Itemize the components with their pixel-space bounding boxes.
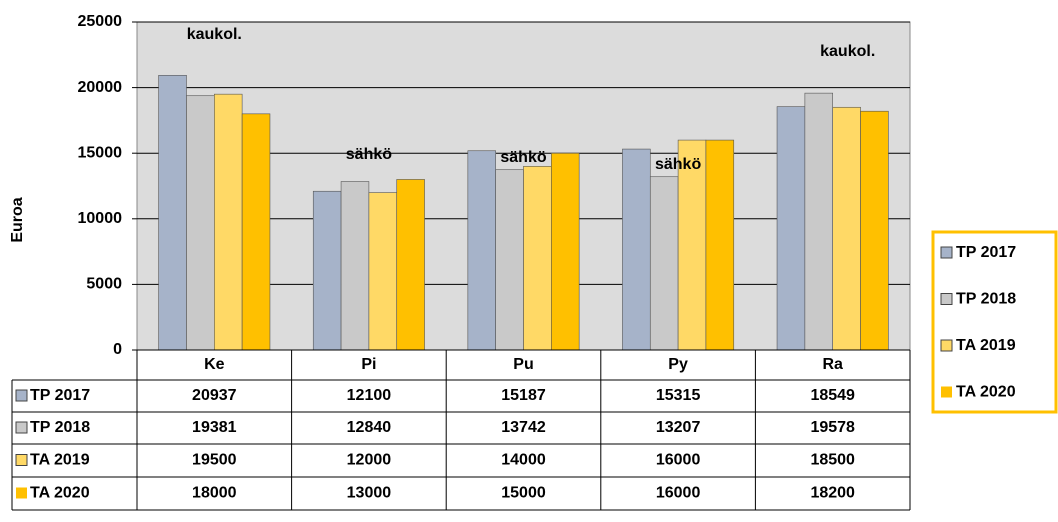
y-tick-label: 5000 bbox=[86, 276, 122, 293]
bar bbox=[241, 113, 271, 351]
row-header: TA 2019 bbox=[30, 452, 90, 469]
bar bbox=[832, 106, 861, 351]
y-tick-label: 15000 bbox=[78, 144, 123, 161]
annotation: sähkö bbox=[346, 146, 392, 163]
bar bbox=[860, 110, 889, 351]
legend-label: TA 2019 bbox=[956, 337, 1016, 354]
table-cell: 16000 bbox=[656, 485, 701, 502]
table-cell: 15315 bbox=[656, 387, 701, 404]
row-swatch bbox=[15, 389, 28, 402]
table-cell: 13000 bbox=[347, 485, 392, 502]
y-tick-label: 20000 bbox=[78, 79, 123, 96]
bar bbox=[551, 152, 580, 351]
table-cell: 12000 bbox=[347, 452, 392, 469]
bar bbox=[804, 92, 834, 351]
legend-box bbox=[931, 230, 1058, 414]
row-swatch bbox=[15, 421, 28, 434]
legend-swatch bbox=[940, 339, 953, 352]
bar bbox=[396, 179, 425, 351]
table-cell: 19500 bbox=[192, 452, 237, 469]
table-cell: 19381 bbox=[192, 419, 237, 436]
bar bbox=[467, 150, 496, 351]
legend-swatch bbox=[941, 386, 952, 398]
annotation: sähkö bbox=[500, 149, 546, 166]
legend-label: TP 2017 bbox=[956, 244, 1016, 261]
category-label: Ke bbox=[204, 356, 225, 373]
bar bbox=[705, 139, 735, 351]
bar bbox=[312, 190, 342, 351]
row-swatch bbox=[15, 454, 28, 466]
table-cell: 14000 bbox=[501, 452, 546, 469]
table-cell: 15187 bbox=[501, 387, 546, 404]
table-cell: 16000 bbox=[656, 452, 701, 469]
table-cell: 13207 bbox=[656, 419, 701, 436]
bar bbox=[340, 181, 370, 351]
bar bbox=[368, 192, 398, 351]
annotation: kaukol. bbox=[820, 43, 875, 60]
bar bbox=[495, 169, 524, 351]
y-tick-label: 25000 bbox=[78, 13, 123, 30]
table-cell: 19578 bbox=[810, 419, 855, 436]
table-cell: 13742 bbox=[501, 419, 546, 436]
bar bbox=[186, 95, 215, 351]
table-cell: 18000 bbox=[192, 485, 237, 502]
category-label: Pi bbox=[361, 356, 376, 373]
table-cell: 18200 bbox=[810, 485, 855, 502]
annotation: sähkö bbox=[655, 156, 701, 173]
category-label: Py bbox=[668, 356, 688, 373]
category-label: Ra bbox=[822, 356, 843, 373]
bar bbox=[776, 106, 806, 351]
row-header: TA 2020 bbox=[30, 485, 90, 502]
table-cell: 12100 bbox=[347, 387, 392, 404]
table-cell: 18549 bbox=[810, 387, 855, 404]
bar bbox=[214, 93, 243, 351]
y-axis-label: Euroa bbox=[9, 197, 26, 242]
table-cell: 18500 bbox=[810, 452, 855, 469]
bar bbox=[158, 75, 187, 351]
y-tick-label: 0 bbox=[113, 341, 122, 358]
row-swatch bbox=[16, 487, 27, 499]
annotation: kaukol. bbox=[187, 26, 242, 43]
bar bbox=[649, 176, 679, 351]
legend-swatch bbox=[940, 246, 953, 259]
category-label: Pu bbox=[513, 356, 533, 373]
bar bbox=[523, 166, 552, 351]
bar bbox=[677, 139, 707, 351]
y-tick-label: 10000 bbox=[78, 210, 123, 227]
row-header: TP 2018 bbox=[30, 419, 90, 436]
bar bbox=[622, 148, 651, 351]
table-cell: 12840 bbox=[347, 419, 392, 436]
legend-label: TP 2018 bbox=[956, 291, 1016, 308]
table-cell: 20937 bbox=[192, 387, 237, 404]
legend-label: TA 2020 bbox=[956, 384, 1016, 401]
legend-swatch bbox=[940, 293, 953, 305]
table-cell: 15000 bbox=[501, 485, 546, 502]
row-header: TP 2017 bbox=[30, 387, 90, 404]
